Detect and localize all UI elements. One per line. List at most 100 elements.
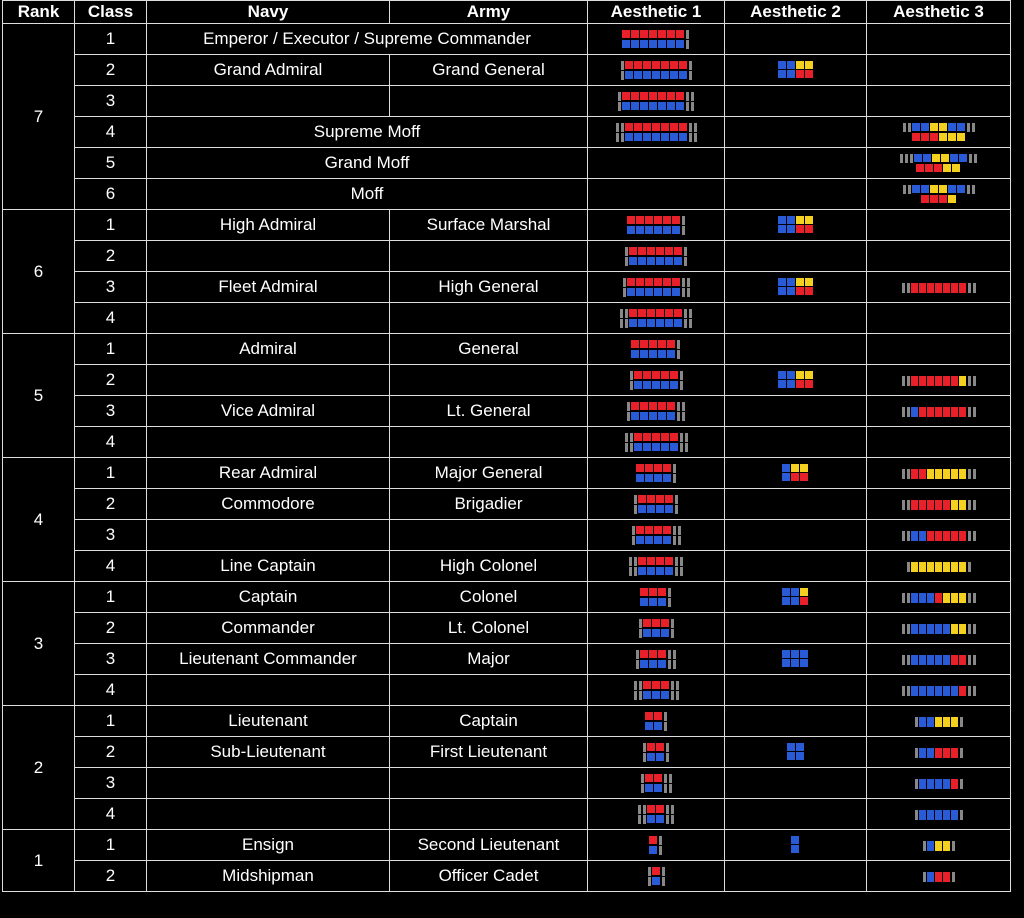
insignia-tab <box>971 122 975 132</box>
insignia-square <box>950 468 958 479</box>
insignia-tab <box>967 499 971 510</box>
insignia-square <box>934 840 942 851</box>
insignia-square <box>642 442 651 451</box>
insignia-square <box>644 463 653 472</box>
insignia-square <box>649 401 657 410</box>
insignia-tab <box>622 277 626 287</box>
insignia-square <box>800 659 808 667</box>
class-cell: 3 <box>74 643 147 675</box>
insignia-square <box>674 318 682 327</box>
insignia-square <box>649 91 657 100</box>
insignia-row <box>617 91 695 101</box>
insignia-row <box>777 225 814 233</box>
navy-cell: High Admiral <box>146 209 390 241</box>
aesthetic-1-cell <box>587 736 725 768</box>
insignia-tab <box>677 339 680 349</box>
insignia-tab <box>625 246 628 256</box>
insignia-square <box>791 473 799 481</box>
aesthetic-3-cell <box>866 271 1011 303</box>
insignia-square <box>642 70 651 79</box>
aesthetic-1-cell <box>587 54 725 86</box>
insignia-tab <box>684 442 688 452</box>
insignia-square <box>665 246 673 255</box>
insignia-square <box>926 685 934 696</box>
insignia-tab <box>682 411 685 421</box>
insignia-tab <box>677 349 680 359</box>
insignia-tab <box>679 380 683 390</box>
aesthetic-3-cell <box>866 550 1011 582</box>
insignia-square <box>649 101 657 110</box>
army-cell <box>389 798 588 830</box>
insignia-square <box>777 225 786 233</box>
class-cell: 1 <box>74 209 147 241</box>
insignia-square <box>622 29 630 38</box>
aesthetic-1-cell <box>587 178 725 210</box>
insignia-tab <box>640 783 644 793</box>
insignia-tab <box>686 277 690 287</box>
insignia-row <box>786 743 805 751</box>
insignia-tab <box>670 618 674 628</box>
insignia-square <box>631 339 639 348</box>
insignia-square <box>653 721 662 730</box>
army-cell <box>389 519 588 551</box>
table-row: 2 Grand Admiral Grand General <box>3 54 1011 86</box>
aesthetic-3-cell <box>866 209 1011 241</box>
insignia-square <box>622 101 630 110</box>
insignia-square <box>638 256 646 265</box>
insignia-tab <box>914 747 918 758</box>
insignia-tab <box>972 406 976 417</box>
insignia-row <box>635 463 677 473</box>
insignia-square <box>649 339 657 348</box>
insignia-row <box>631 349 681 359</box>
aesthetic-1-insignia <box>631 339 681 359</box>
table-row: 3 <box>3 767 1011 799</box>
insignia-square <box>942 747 950 758</box>
insignia-square <box>678 70 687 79</box>
insignia-square <box>910 592 918 603</box>
insignia-square <box>644 711 653 720</box>
insignia-square <box>629 308 637 317</box>
insignia-square <box>804 278 813 286</box>
insignia-square <box>644 721 653 730</box>
aesthetic-3-cell <box>866 364 1011 396</box>
aesthetic-1-cell <box>587 581 725 613</box>
aesthetic-3-cell <box>866 488 1011 520</box>
class-cell: 2 <box>74 736 147 768</box>
aesthetic-3-cell <box>866 581 1011 613</box>
aesthetic-1-cell <box>587 829 725 861</box>
aesthetic-2-cell <box>724 54 867 86</box>
table-row: 5 Grand Moff <box>3 147 1011 179</box>
insignia-tab <box>972 375 976 386</box>
insignia-square <box>786 380 795 388</box>
insignia-square <box>934 468 942 479</box>
table-row: 2 <box>3 240 1011 272</box>
insignia-square <box>640 29 648 38</box>
aesthetic-3-insignia <box>901 468 977 479</box>
insignia-square <box>920 184 929 193</box>
army-cell: Colonel <box>389 581 588 613</box>
insignia-square <box>665 494 673 503</box>
header-aesthetic-1: Aesthetic 1 <box>587 0 725 24</box>
insignia-square <box>631 101 639 110</box>
table-row: 3 Vice Admiral Lt. General <box>3 395 1011 427</box>
insignia-tab <box>622 287 626 297</box>
insignia-square <box>624 132 633 141</box>
insignia-square <box>653 473 662 482</box>
aesthetic-1-insignia <box>622 277 691 297</box>
insignia-square <box>910 685 918 696</box>
insignia-row <box>633 494 679 504</box>
insignia-square <box>777 371 786 379</box>
header-army: Army <box>389 0 588 24</box>
insignia-square <box>958 282 966 293</box>
insignia-tab <box>901 592 905 603</box>
insignia-row <box>619 318 693 328</box>
aesthetic-3-insignia <box>901 654 977 665</box>
insignia-tab <box>901 685 905 696</box>
insignia-square <box>950 561 958 572</box>
insignia-square <box>795 278 804 286</box>
insignia-square <box>676 39 684 48</box>
insignia-square <box>777 380 786 388</box>
aesthetic-1-insignia <box>647 866 666 886</box>
insignia-square <box>918 685 926 696</box>
insignia-square <box>929 122 938 131</box>
